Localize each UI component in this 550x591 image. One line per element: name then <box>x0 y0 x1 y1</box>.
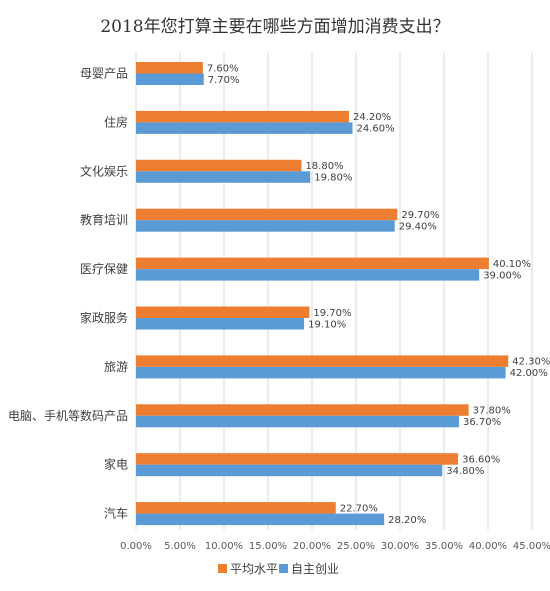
bar-series-2 <box>136 171 311 183</box>
legend-swatch <box>218 564 227 573</box>
x-tick-label: 45.00% <box>513 541 550 552</box>
data-label: 29.70% <box>401 210 439 221</box>
x-tick-label: 10.00% <box>205 541 243 552</box>
legend: 平均水平 自主创业 <box>218 562 339 576</box>
category-label: 汽车 <box>104 506 128 521</box>
data-label: 19.70% <box>313 308 351 319</box>
bars-group: 7.60%7.70% 24.20%24.60% 18.80%19.80% 29.70%… <box>136 62 550 526</box>
data-label: 34.80% <box>446 466 484 477</box>
x-tick-label: 0.00% <box>120 541 152 552</box>
bar-series-2 <box>136 73 204 85</box>
bar-series-2 <box>136 269 480 281</box>
bar-series-1 <box>136 110 349 123</box>
category-label: 文化娱乐 <box>80 163 128 178</box>
x-tick-label: 35.00% <box>425 541 463 552</box>
bar-series-2 <box>136 415 459 428</box>
data-label: 42.30% <box>512 357 550 368</box>
bar-series-1 <box>136 404 469 416</box>
bar-series-2 <box>136 220 395 232</box>
x-tick-label: 25.00% <box>337 541 375 552</box>
data-label: 22.70% <box>340 503 378 514</box>
bar-series-2 <box>136 464 443 477</box>
data-label: 39.00% <box>483 270 521 281</box>
bar-series-2 <box>136 366 506 379</box>
category-label: 母婴产品 <box>80 67 128 81</box>
x-tick-label: 40.00% <box>469 541 507 552</box>
data-label: 42.00% <box>510 368 548 379</box>
data-label: 18.80% <box>305 161 343 172</box>
data-label: 37.80% <box>473 406 511 417</box>
bar-series-1 <box>136 208 398 221</box>
chart-title: 2018年您打算主要在哪些方面增加消费支出？ <box>100 17 449 37</box>
data-label: 7.70% <box>208 75 240 86</box>
data-label: 36.70% <box>463 417 501 428</box>
data-label: 19.80% <box>314 173 352 184</box>
bar-series-1 <box>136 257 489 270</box>
bar-series-1 <box>136 502 336 514</box>
bar-series-2 <box>136 122 353 134</box>
category-label: 教育培训 <box>80 212 128 227</box>
data-label: 24.20% <box>353 112 391 123</box>
x-tick-label: 20.00% <box>293 541 331 552</box>
bar-series-1 <box>136 306 310 318</box>
data-label: 28.20% <box>388 515 426 526</box>
category-label: 家政服务 <box>80 310 128 325</box>
bar-series-1 <box>136 355 509 367</box>
category-label: 医疗保健 <box>80 262 128 276</box>
category-label: 电脑、手机等数码产品 <box>8 408 128 423</box>
bar-series-1 <box>136 159 302 172</box>
x-axis-tick-labels: 0.00% 5.00% 10.00% 15.00% 20.00% 25.00% 30.00%… <box>120 541 550 552</box>
legend-label: 平均水平 <box>230 562 278 576</box>
category-label: 家电 <box>104 457 128 472</box>
data-label: 36.60% <box>462 454 500 465</box>
data-label: 24.60% <box>356 124 394 135</box>
bar-series-1 <box>136 453 459 465</box>
category-label: 住房 <box>104 114 128 129</box>
x-tick-label: 30.00% <box>381 541 419 552</box>
data-label: 7.60% <box>207 63 239 74</box>
legend-label: 自主创业 <box>291 562 339 576</box>
bar-series-2 <box>136 318 305 330</box>
bar-series-1 <box>136 62 203 74</box>
x-tick-label: 15.00% <box>249 541 287 552</box>
data-label: 40.10% <box>493 259 531 270</box>
data-label: 29.40% <box>399 221 437 232</box>
x-tick-label: 5.00% <box>164 541 196 552</box>
legend-swatch <box>279 564 288 573</box>
data-label: 19.10% <box>308 319 346 330</box>
category-label: 旅游 <box>104 360 128 374</box>
bar-series-2 <box>136 513 385 526</box>
